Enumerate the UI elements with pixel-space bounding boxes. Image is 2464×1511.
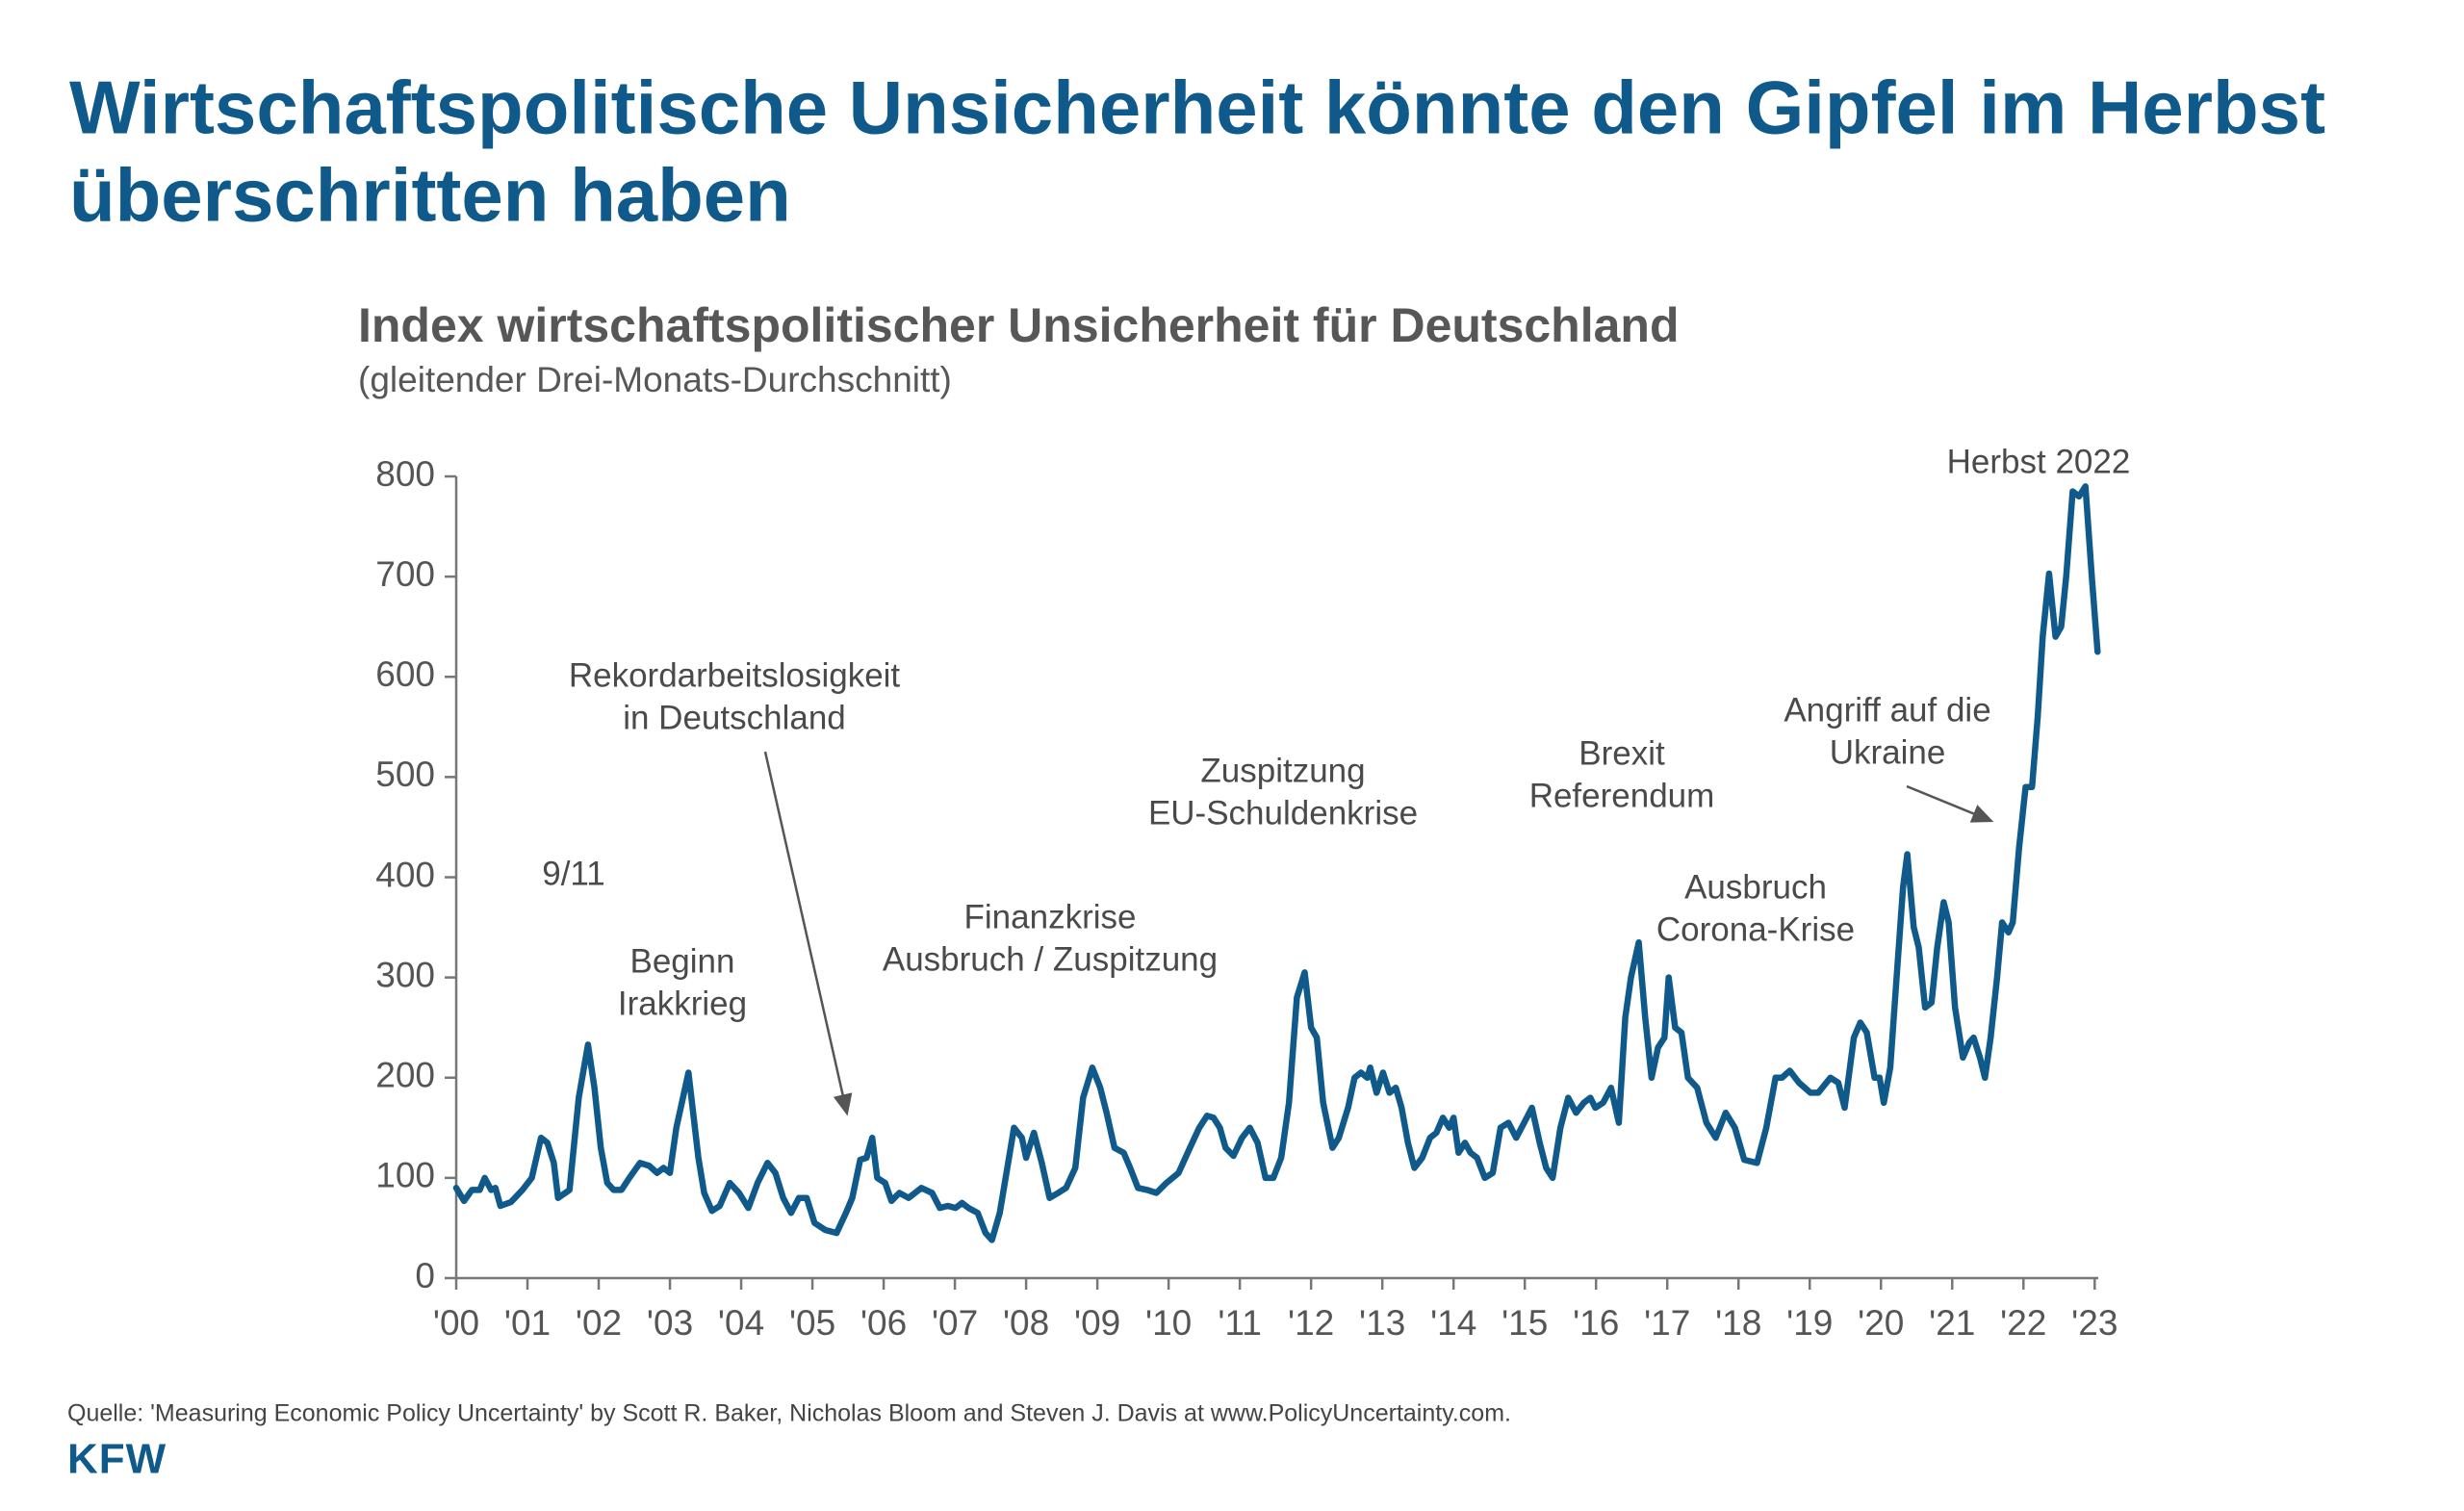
annotation: EU-Schuldenkrise (1148, 794, 1418, 832)
annotation: Ausbruch / Zuspitzung (883, 940, 1218, 978)
annotation-arrow (1906, 784, 1994, 823)
x-tick-label: '03 (647, 1303, 693, 1343)
annotation: Referendum (1529, 777, 1715, 814)
annotation: Irakkrieg (618, 985, 747, 1022)
x-tick-label: '00 (433, 1303, 479, 1343)
x-tick-label: '07 (932, 1303, 978, 1343)
x-tick-label: '04 (718, 1303, 764, 1343)
annotation: in Deutschland (623, 699, 846, 736)
y-tick-label: 100 (375, 1156, 435, 1195)
chart-subtitle: (gleitender Drei-Monats-Durchschnitt) (358, 360, 952, 399)
headline: Wirtschaftspolitische Unsicherheit könnt… (69, 65, 2325, 150)
x-tick-label: '10 (1145, 1303, 1192, 1343)
x-tick-label: '17 (1644, 1303, 1690, 1343)
source: Quelle: 'Measuring Economic Policy Uncer… (67, 1400, 1511, 1427)
y-tick-label: 300 (375, 955, 435, 994)
annotation: Brexit (1578, 734, 1665, 772)
y-tick-label: 700 (375, 554, 435, 594)
x-tick-label: '08 (1003, 1303, 1049, 1343)
x-tick-label: '23 (2071, 1303, 2118, 1343)
x-tick-label: '16 (1573, 1303, 1619, 1343)
annotation: Ausbruch (1684, 868, 1827, 906)
x-tick-label: '14 (1430, 1303, 1476, 1343)
y-tick-label: 400 (375, 855, 435, 894)
y-tick-label: 200 (375, 1056, 435, 1095)
data-line (452, 483, 2101, 1243)
x-tick-label: '22 (2000, 1303, 2046, 1343)
x-tick-label: '09 (1074, 1303, 1120, 1343)
annotation: Finanzkrise (964, 898, 1137, 935)
x-tick-label: '02 (576, 1303, 622, 1343)
x-tick-label: '11 (1218, 1303, 1261, 1343)
x-tick-label: '20 (1858, 1303, 1904, 1343)
annotation: Ukraine (1830, 733, 1946, 771)
annotation: Angriff auf die (1784, 691, 1990, 729)
x-tick-label: '13 (1359, 1303, 1405, 1343)
x-tick-label: '12 (1288, 1303, 1334, 1343)
x-tick-label: '05 (789, 1303, 835, 1343)
x-tick-label: '06 (860, 1303, 907, 1343)
annotation: Zuspitzung (1200, 752, 1365, 789)
headline: überschritten haben (69, 153, 791, 238)
x-tick-label: '19 (1786, 1303, 1833, 1343)
x-tick-label: '15 (1502, 1303, 1548, 1343)
annotation: Beginn (630, 942, 735, 980)
annotation: Corona-Krise (1656, 910, 1855, 948)
annotation: 9/11 (542, 855, 605, 892)
y-tick-label: 800 (375, 454, 435, 494)
x-tick-label: '18 (1715, 1303, 1761, 1343)
y-tick-label: 500 (375, 755, 435, 794)
x-tick-label: '21 (1929, 1303, 1975, 1343)
x-tick-label: '01 (504, 1303, 551, 1343)
annotation: Rekordarbeitslosigkeit (569, 656, 901, 694)
chart-title: Index wirtschaftspolitischer Unsicherhei… (358, 298, 1680, 352)
y-tick-label: 600 (375, 654, 435, 694)
annotation: Herbst 2022 (1947, 443, 2131, 480)
y-tick-label: 0 (415, 1256, 435, 1295)
annotation-arrow (763, 751, 853, 1116)
logo: KFW (67, 1436, 167, 1483)
